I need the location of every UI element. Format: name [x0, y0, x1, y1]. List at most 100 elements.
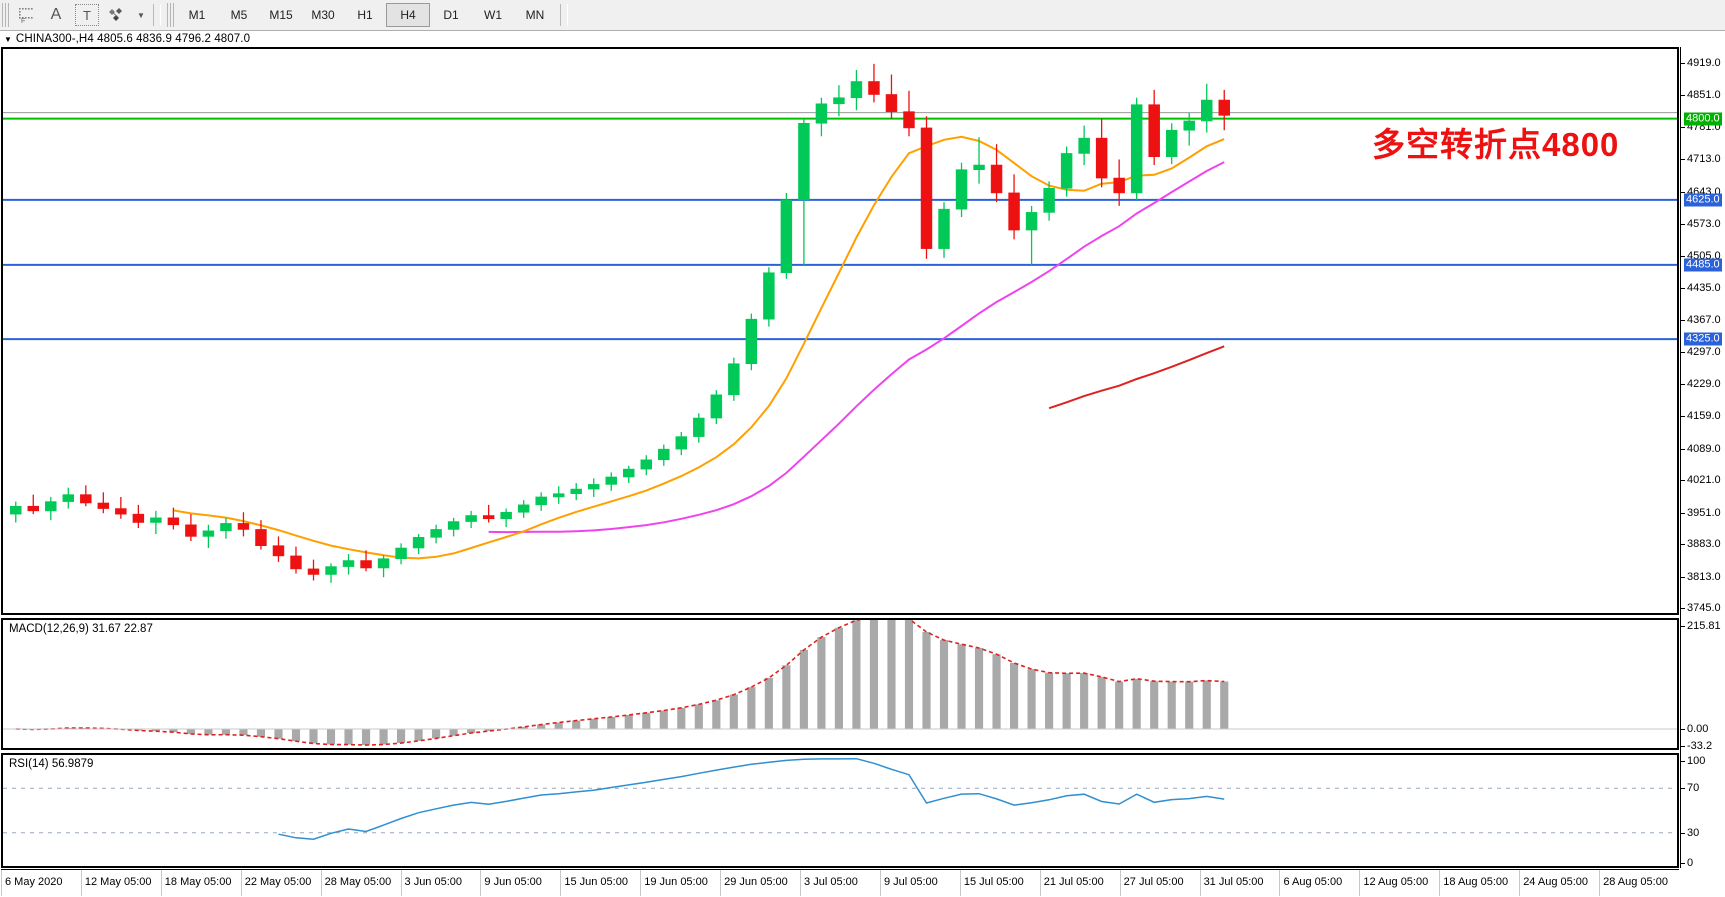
- axis-tick: [1681, 576, 1685, 578]
- time-label-17: 12 Aug 05:00: [1363, 876, 1429, 888]
- macd-canvas: [3, 620, 1677, 746]
- axis-tick: [1681, 94, 1685, 96]
- time-tick: [80, 870, 82, 896]
- price-label-4713-0: 4713.0: [1687, 153, 1721, 165]
- time-label-7: 15 Jun 05:00: [564, 876, 628, 888]
- axis-tick: [1681, 746, 1685, 747]
- price-label-4919-0: 4919.0: [1687, 57, 1721, 70]
- rsi-title: RSI(14) 56.9879: [9, 758, 94, 770]
- time-label-15: 31 Jul 05:00: [1203, 876, 1264, 888]
- axis-tick: [1681, 729, 1685, 731]
- price-label-4297-0: 4297.0: [1687, 346, 1721, 359]
- axis-tick: [1681, 832, 1685, 834]
- timeframe-mn[interactable]: MN: [525, 8, 545, 22]
- time-tick: [720, 870, 722, 896]
- axis-tick: [1681, 191, 1685, 193]
- toolbar-grip[interactable]: [2, 3, 9, 27]
- axis-tick: [1681, 255, 1685, 257]
- symbol-ohlc-text: CHINA300-,H4 4805.6 4836.9 4796.2 4807.0: [15, 33, 251, 45]
- rsi-canvas: [3, 757, 1677, 840]
- axis-tick: [1681, 863, 1685, 864]
- label-tool-icon[interactable]: T: [75, 4, 99, 26]
- price-label-4367-0: 4367.0: [1687, 313, 1721, 326]
- time-tick: [400, 870, 402, 896]
- time-tick: [1199, 870, 1201, 896]
- time-label-8: 19 Jun 05:00: [644, 876, 708, 888]
- time-label-2: 18 May 05:00: [164, 876, 232, 888]
- price-label-4851-0: 4851.0: [1687, 88, 1721, 101]
- symbol-caret-icon[interactable]: ▼: [4, 34, 12, 44]
- objects-icon[interactable]: [103, 2, 133, 28]
- price-label-3813-0: 3813.0: [1687, 570, 1721, 583]
- price-label-4435-0: 4435.0: [1687, 282, 1721, 295]
- price-chart-pane[interactable]: [1, 47, 1679, 615]
- price-axis[interactable]: 4919.0 4851.0 4781.0 4713.0 4643.0 4573.0 4505…: [1680, 47, 1725, 869]
- axis-tick: [1681, 127, 1685, 129]
- time-label-0: 6 May 2020: [5, 876, 63, 888]
- timeframe-m15[interactable]: M15: [269, 8, 293, 22]
- time-label-6: 9 Jun 05:00: [484, 876, 542, 888]
- axis-tick: [1681, 788, 1685, 790]
- time-tick: [879, 870, 881, 896]
- time-label-12: 15 Jul 05:00: [963, 876, 1024, 888]
- time-tick: [240, 870, 242, 896]
- macd-axis-label-1: 0.00: [1687, 723, 1709, 736]
- axis-tick: [1681, 319, 1685, 321]
- price-level-4800-0: 4800.0: [1684, 112, 1722, 126]
- macd-title: MACD(12,26,9) 31.67 22.87: [9, 623, 153, 635]
- timeframe-m1[interactable]: M1: [188, 8, 206, 22]
- time-label-14: 27 Jul 05:00: [1123, 876, 1184, 888]
- time-tick: [1039, 870, 1041, 896]
- time-tick: [1359, 870, 1361, 896]
- axis-tick: [1681, 512, 1685, 514]
- main-toolbar: F A T ▼ M1 M5 M15 M30 H1 H4 D1 W1 MN: [0, 0, 1725, 31]
- axis-tick: [1681, 480, 1685, 482]
- timeframe-m5[interactable]: M5: [230, 8, 248, 22]
- time-tick: [1279, 870, 1281, 896]
- price-label-3883-0: 3883.0: [1687, 538, 1721, 551]
- objects-dropdown-caret-icon[interactable]: ▼: [137, 10, 145, 20]
- time-axis[interactable]: 6 May 2020 12 May 05:00 18 May 05:00 22 May…: [1, 869, 1679, 896]
- price-chart-canvas: [3, 63, 1677, 583]
- axis-tick: [1681, 63, 1685, 65]
- axis-tick: [1681, 224, 1685, 225]
- time-label-19: 24 Aug 05:00: [1523, 876, 1589, 888]
- timeframe-m30[interactable]: M30: [311, 8, 335, 22]
- symbol-bar[interactable]: ▼ CHINA300-,H4 4805.6 4836.9 4796.2 4807…: [0, 31, 1725, 47]
- rsi-axis-label-30: 30: [1687, 826, 1700, 839]
- price-level-4485-0: 4485.0: [1684, 258, 1722, 272]
- timeframe-h4[interactable]: H4: [386, 3, 430, 27]
- time-tick: [1599, 870, 1601, 896]
- time-label-3: 22 May 05:00: [244, 876, 312, 888]
- crosshair-icon[interactable]: F: [11, 2, 41, 28]
- text-tool-icon[interactable]: A: [50, 6, 62, 23]
- axis-tick: [1681, 608, 1685, 610]
- rsi-axis-label-70: 70: [1687, 782, 1700, 795]
- timeframe-d1[interactable]: D1: [443, 8, 459, 22]
- price-label-4089-0: 4089.0: [1687, 442, 1721, 455]
- time-label-10: 3 Jul 05:00: [804, 876, 858, 888]
- price-label-4229-0: 4229.0: [1687, 377, 1721, 390]
- axis-tick: [1681, 383, 1685, 385]
- timeframe-grip[interactable]: [167, 3, 174, 27]
- price-label-4573-0: 4573.0: [1687, 218, 1721, 230]
- axis-tick: [1681, 288, 1685, 290]
- rsi-pane[interactable]: RSI(14) 56.9879: [1, 753, 1679, 868]
- timeframe-w1[interactable]: W1: [484, 8, 502, 22]
- time-tick: [1, 870, 2, 896]
- time-tick: [640, 870, 642, 896]
- time-tick: [320, 870, 322, 896]
- macd-pane[interactable]: MACD(12,26,9) 31.67 22.87: [1, 618, 1679, 750]
- toolbar-separator: [153, 4, 161, 26]
- time-label-1: 12 May 05:00: [84, 876, 152, 888]
- time-label-18: 18 Aug 05:00: [1443, 876, 1509, 888]
- time-tick: [1119, 870, 1121, 896]
- axis-tick: [1681, 416, 1685, 418]
- timeframe-group: M1 M5 M15 M30 H1 H4 D1 W1 MN: [176, 3, 556, 27]
- svg-text:F: F: [21, 18, 25, 24]
- time-tick: [959, 870, 961, 896]
- time-label-16: 6 Aug 05:00: [1283, 876, 1343, 888]
- timeframe-h1[interactable]: H1: [357, 8, 373, 22]
- price-level-4625-0: 4625.0: [1684, 193, 1722, 207]
